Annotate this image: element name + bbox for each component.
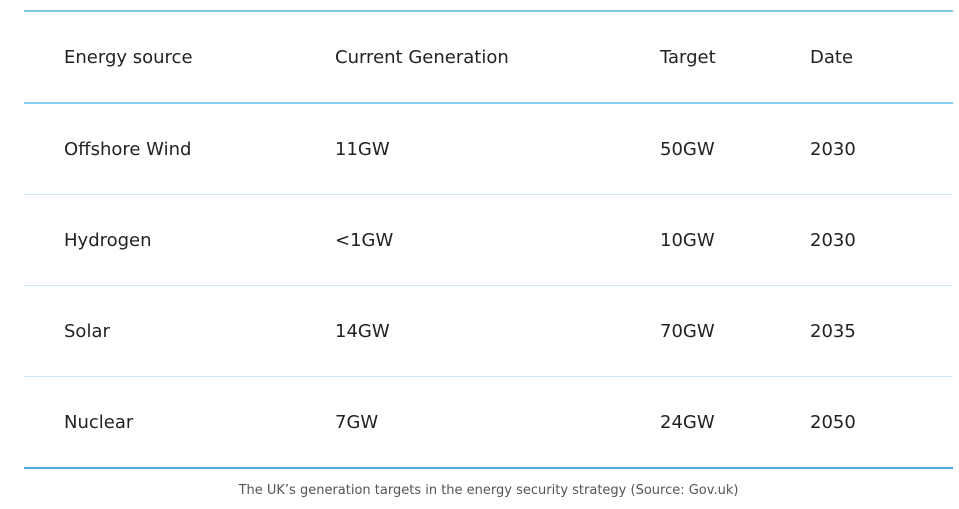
header-cell: Target	[660, 46, 716, 68]
cell: Offshore Wind	[64, 138, 192, 160]
table-row: Solar 14GW 70GW 2035	[24, 286, 953, 377]
cell: 2030	[810, 138, 856, 160]
table: Energy source Current Generation Target Dat…	[24, 10, 953, 469]
caption: The UK’s generation targets in the energ…	[238, 483, 739, 498]
cell: 2035	[810, 320, 856, 342]
table-row: Offshore Wind 11GW 50GW 2030	[24, 103, 953, 195]
cell: 11GW	[335, 138, 390, 160]
header-row: Energy source Current Generation Target Dat…	[24, 11, 953, 103]
header-cell: Date	[810, 46, 854, 68]
cell: 14GW	[335, 320, 390, 342]
table-row: Nuclear 7GW 24GW 2050	[24, 377, 953, 469]
page: Energy source Current Generation Target Dat…	[24, 10, 953, 498]
cell: 70GW	[660, 320, 715, 342]
cell: Solar	[64, 320, 110, 342]
cell: 50GW	[660, 138, 715, 160]
cell: 10GW	[660, 229, 715, 251]
table-row: Hydrogen <1GW 10GW 2030	[24, 195, 953, 286]
cell: <1GW	[335, 229, 394, 251]
header-cell: Current Generation	[335, 46, 509, 68]
cell: 24GW	[660, 411, 715, 433]
header-cell: Energy source	[64, 46, 193, 68]
cell: 2050	[810, 411, 856, 433]
cell: 2030	[810, 229, 856, 251]
cell: Hydrogen	[64, 229, 152, 251]
cell: 7GW	[335, 411, 379, 433]
cell: Nuclear	[64, 411, 134, 433]
